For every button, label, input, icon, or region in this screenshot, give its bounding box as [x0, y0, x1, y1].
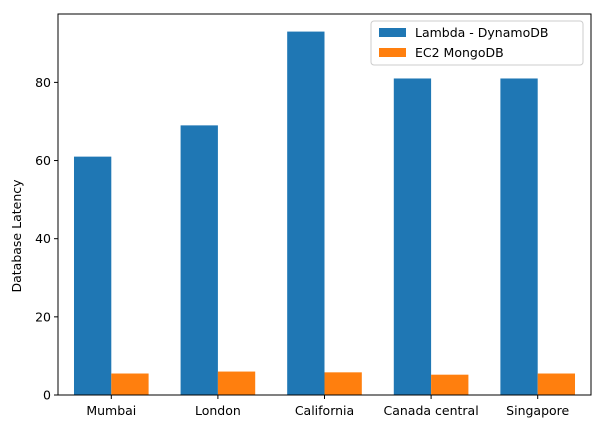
bar-series2-1: [217, 371, 256, 395]
legend-swatch: [379, 28, 406, 37]
legend-swatch: [379, 48, 406, 57]
bar-series2-2: [324, 372, 362, 395]
y-tick-label: 80: [35, 75, 51, 90]
x-tick-label: Mumbai: [86, 403, 136, 418]
y-axis-label: Database Latency: [9, 179, 24, 293]
x-tick-label: California: [295, 403, 354, 418]
legend: Lambda - DynamoDB EC2 MongoDB: [370, 20, 584, 66]
axes-group: 0 20 40 60 80 Mumbai London California Canada ce…: [35, 13, 592, 418]
bar-series2-0: [111, 373, 149, 395]
legend-label: Lambda - DynamoDB: [415, 25, 548, 40]
legend-label: EC2 MongoDB: [415, 45, 504, 60]
y-tick-label: 60: [35, 153, 51, 168]
bar-series2-4: [537, 373, 576, 395]
bar-series1-1: [180, 125, 218, 395]
y-tick-label: 40: [35, 231, 51, 246]
bar-series2-3: [431, 374, 469, 395]
x-tick-label: London: [195, 403, 241, 418]
bar-series1-3: [393, 78, 432, 395]
y-tick-label: 20: [35, 309, 51, 324]
bar-series1-0: [73, 156, 112, 395]
legend-box: [370, 20, 584, 66]
y-tick-label: 0: [43, 388, 51, 403]
bars-group: [73, 31, 576, 395]
bar-series1-2: [287, 31, 325, 395]
bar-series1-4: [500, 78, 538, 395]
x-tick-label: Canada central: [383, 403, 478, 418]
x-tick-label: Singapore: [506, 403, 569, 418]
